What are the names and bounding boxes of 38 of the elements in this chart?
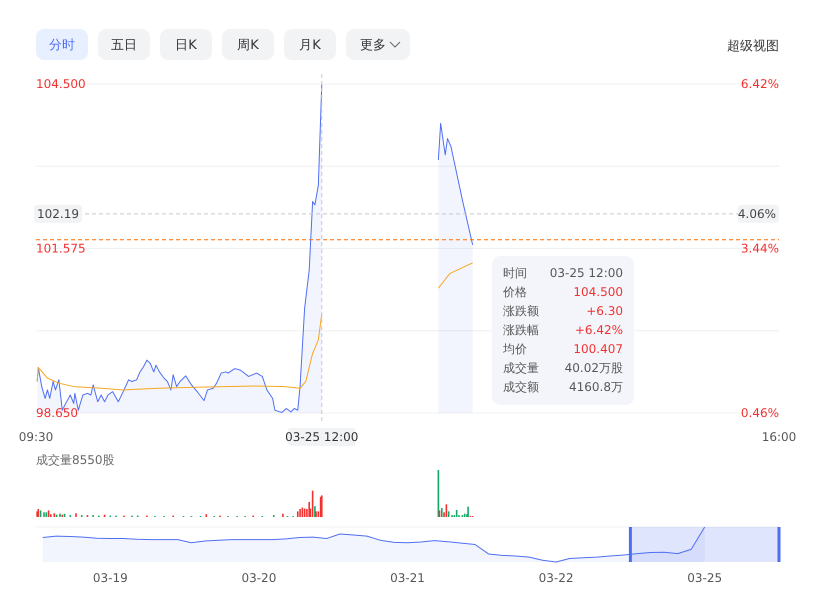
annotation: 03-25 12:00	[550, 266, 623, 280]
y2-tick-label: 6.42%	[740, 77, 779, 91]
x-tick-label: 09:30	[18, 430, 54, 444]
annotation: 时间	[503, 266, 527, 280]
annotation: 成交额	[503, 380, 539, 394]
text: 五日	[111, 38, 137, 53]
annotation: 涨跌幅	[503, 323, 539, 337]
annotation: 40.02万股	[564, 361, 623, 375]
annotation: 成交量	[503, 361, 539, 375]
annotation: 100.407	[573, 342, 623, 356]
text: 周K	[237, 38, 260, 53]
y2-tick-label: 3.44%	[740, 242, 779, 256]
x-tick-label: 03-21	[390, 571, 425, 585]
annotation: 4160.8万	[569, 380, 623, 394]
annotation: 104.500	[573, 285, 623, 299]
ref-line-label: 03-25 12:00	[285, 430, 358, 444]
y2-tick-label: 0.46%	[740, 406, 779, 420]
annotation: 价格	[502, 285, 527, 299]
annotation: 均价	[502, 342, 527, 356]
text: 分时	[49, 38, 75, 53]
text: 月K	[299, 38, 322, 53]
y-tick-label: 98.650	[36, 406, 78, 420]
x-tick-label: 16:00	[762, 430, 796, 444]
annotation: +6.42%	[574, 323, 623, 337]
text: 日K	[175, 38, 198, 53]
annotation: +6.30	[586, 304, 623, 318]
ref-line-label: 102.19	[37, 206, 79, 221]
annotation: 4.06%	[738, 206, 776, 221]
chart-title: 成交量8550股	[36, 453, 115, 467]
y-tick-label: 104.500	[36, 77, 86, 91]
annotation: 涨跌额	[503, 304, 539, 318]
x-tick-label: 03-20	[241, 571, 276, 585]
x-tick-label: 03-22	[538, 571, 574, 585]
text: 更多	[360, 38, 386, 53]
text: 超级视图	[727, 39, 779, 54]
x-tick-label: 03-25	[687, 571, 722, 585]
y-tick-label: 101.575	[36, 242, 86, 256]
x-tick-label: 03-19	[92, 571, 128, 585]
